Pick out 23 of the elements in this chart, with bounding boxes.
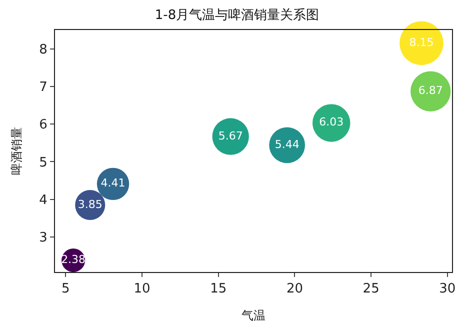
y-tick-label: 3 bbox=[39, 230, 48, 246]
data-label: 6.87 bbox=[418, 84, 443, 98]
y-tick-label: 7 bbox=[39, 80, 48, 95]
data-label: 5.67 bbox=[218, 129, 243, 142]
chart-title: 1-8月气温与啤酒销量关系图 bbox=[154, 8, 320, 24]
data-label: 8.15 bbox=[409, 36, 434, 49]
x-tick-label: 10 bbox=[134, 282, 150, 297]
y-tick-label: 4 bbox=[39, 192, 48, 208]
x-tick-label: 15 bbox=[210, 282, 227, 297]
data-label: 5.44 bbox=[274, 138, 300, 151]
y-axis-title: 啤酒销量 bbox=[9, 127, 24, 175]
y-tick-label: 5 bbox=[39, 155, 48, 170]
data-label: 6.03 bbox=[319, 116, 344, 129]
y-tick-label: 8 bbox=[39, 42, 48, 58]
x-axis-title: 气温 bbox=[242, 308, 266, 322]
data-label: 3.85 bbox=[78, 198, 102, 211]
data-label: 4.41 bbox=[100, 176, 126, 190]
x-tick-label: 25 bbox=[362, 282, 380, 297]
data-label: 2.38 bbox=[61, 253, 86, 266]
x-tick-label: 5 bbox=[62, 282, 70, 297]
y-tick-label: 6 bbox=[39, 118, 48, 133]
x-tick-label: 20 bbox=[286, 282, 304, 297]
x-tick-label: 30 bbox=[439, 282, 456, 297]
